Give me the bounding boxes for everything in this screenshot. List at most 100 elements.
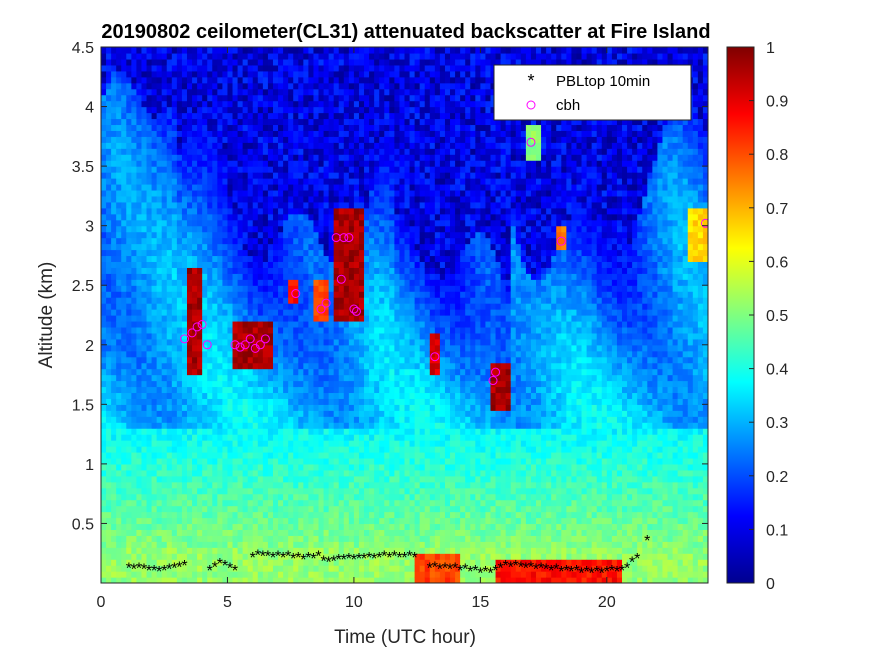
- heatmap-cell: [353, 392, 360, 399]
- heatmap-cell: [141, 529, 148, 536]
- heatmap-cell: [217, 380, 223, 388]
- heatmap-cell: [333, 64, 340, 72]
- heatmap-cell: [252, 469, 259, 477]
- heatmap-cell: [328, 457, 335, 465]
- heatmap-cell: [151, 249, 158, 257]
- heatmap-cell: [262, 154, 269, 161]
- heatmap-cell: [308, 178, 315, 185]
- heatmap-cell: [252, 225, 259, 233]
- heatmap-cell: [126, 52, 132, 60]
- heatmap-cell: [242, 82, 249, 90]
- heatmap-cell: [146, 148, 153, 155]
- heatmap-cell: [146, 160, 153, 167]
- heatmap-cell: [186, 309, 193, 316]
- heatmap-cell: [328, 285, 335, 292]
- heatmap-cell: [202, 463, 208, 471]
- heatmap-cell: [146, 231, 153, 239]
- heatmap-cell: [267, 446, 274, 453]
- heatmap-cell: [252, 285, 259, 292]
- heatmap-cell: [111, 547, 117, 554]
- heatmap-cell: [131, 374, 138, 382]
- heatmap-cell: [252, 267, 259, 274]
- heatmap-cell: [242, 434, 249, 441]
- heatmap-cell: [176, 356, 183, 364]
- heatmap-cell: [328, 178, 335, 185]
- heatmap-cell: [257, 350, 264, 358]
- heatmap-cell: [202, 183, 208, 191]
- heatmap-cell: [121, 291, 127, 298]
- heatmap-cell: [166, 356, 173, 364]
- heatmap-cell: [328, 463, 335, 471]
- heatmap-cell: [303, 219, 309, 227]
- heatmap-cell: [202, 237, 208, 245]
- heatmap-cell: [197, 88, 203, 96]
- heatmap-cell: [358, 231, 365, 239]
- heatmap-cell: [227, 58, 234, 66]
- heatmap-cell: [298, 428, 304, 435]
- heatmap-cell: [156, 130, 163, 137]
- heatmap-cell: [131, 517, 138, 525]
- heatmap-cell: [262, 440, 269, 447]
- heatmap-cell: [257, 231, 264, 239]
- heatmap-cell: [237, 368, 244, 376]
- heatmap-cell: [293, 178, 299, 185]
- heatmap-cell: [161, 243, 168, 251]
- heatmap-cell: [293, 70, 299, 78]
- heatmap-cell: [161, 261, 168, 268]
- heatmap-cell: [374, 469, 380, 477]
- heatmap-cell: [247, 451, 254, 459]
- heatmap-cell: [308, 344, 315, 352]
- heatmap-cell: [338, 535, 345, 542]
- heatmap-cell: [207, 392, 213, 399]
- heatmap-cell: [192, 386, 198, 394]
- heatmap-cell: [242, 469, 249, 477]
- heatmap-cell: [207, 553, 213, 560]
- heatmap-cell: [333, 446, 340, 453]
- heatmap-cell: [333, 440, 340, 447]
- heatmap-cell: [106, 440, 112, 447]
- heatmap-cell: [232, 88, 239, 96]
- heatmap-cell: [111, 571, 117, 578]
- heatmap-cell: [161, 428, 168, 435]
- heatmap-cell: [237, 201, 244, 209]
- heatmap-cell: [156, 350, 163, 358]
- heatmap-cell: [374, 398, 380, 405]
- heatmap-cell: [171, 219, 178, 227]
- heatmap-cell: [303, 130, 309, 137]
- heatmap-cell: [121, 58, 127, 66]
- heatmap-cell: [262, 487, 269, 495]
- heatmap-cell: [202, 213, 208, 221]
- heatmap-cell: [323, 213, 330, 221]
- heatmap-cell: [278, 172, 284, 179]
- heatmap-cell: [156, 362, 163, 370]
- heatmap-cell: [212, 410, 218, 417]
- heatmap-cell: [318, 94, 325, 102]
- heatmap-cell: [141, 172, 148, 179]
- heatmap-cell: [207, 201, 213, 209]
- heatmap-cell: [131, 565, 138, 572]
- heatmap-cell: [161, 172, 168, 179]
- heatmap-cell: [106, 505, 112, 513]
- heatmap-cell: [136, 368, 143, 376]
- heatmap-cell: [202, 315, 208, 322]
- heatmap-cell: [257, 118, 264, 126]
- heatmap-cell: [364, 279, 370, 286]
- heatmap-cell: [176, 172, 183, 179]
- heatmap-cell: [308, 481, 315, 489]
- heatmap-cell: [111, 291, 117, 298]
- heatmap-cell: [136, 356, 143, 364]
- heatmap-cell: [293, 47, 299, 54]
- heatmap-cell: [232, 344, 239, 352]
- heatmap-cell: [318, 398, 325, 405]
- heatmap-cell: [242, 386, 249, 394]
- heatmap-cell: [131, 130, 138, 137]
- heatmap-cell: [348, 505, 355, 513]
- heatmap-cell: [293, 100, 299, 108]
- heatmap-cell: [106, 309, 112, 316]
- heatmap-cell: [161, 469, 168, 477]
- heatmap-cell: [126, 523, 132, 530]
- heatmap-cell: [278, 130, 284, 137]
- heatmap-cell: [136, 374, 143, 382]
- heatmap-cell: [176, 136, 183, 143]
- heatmap-cell: [111, 261, 117, 268]
